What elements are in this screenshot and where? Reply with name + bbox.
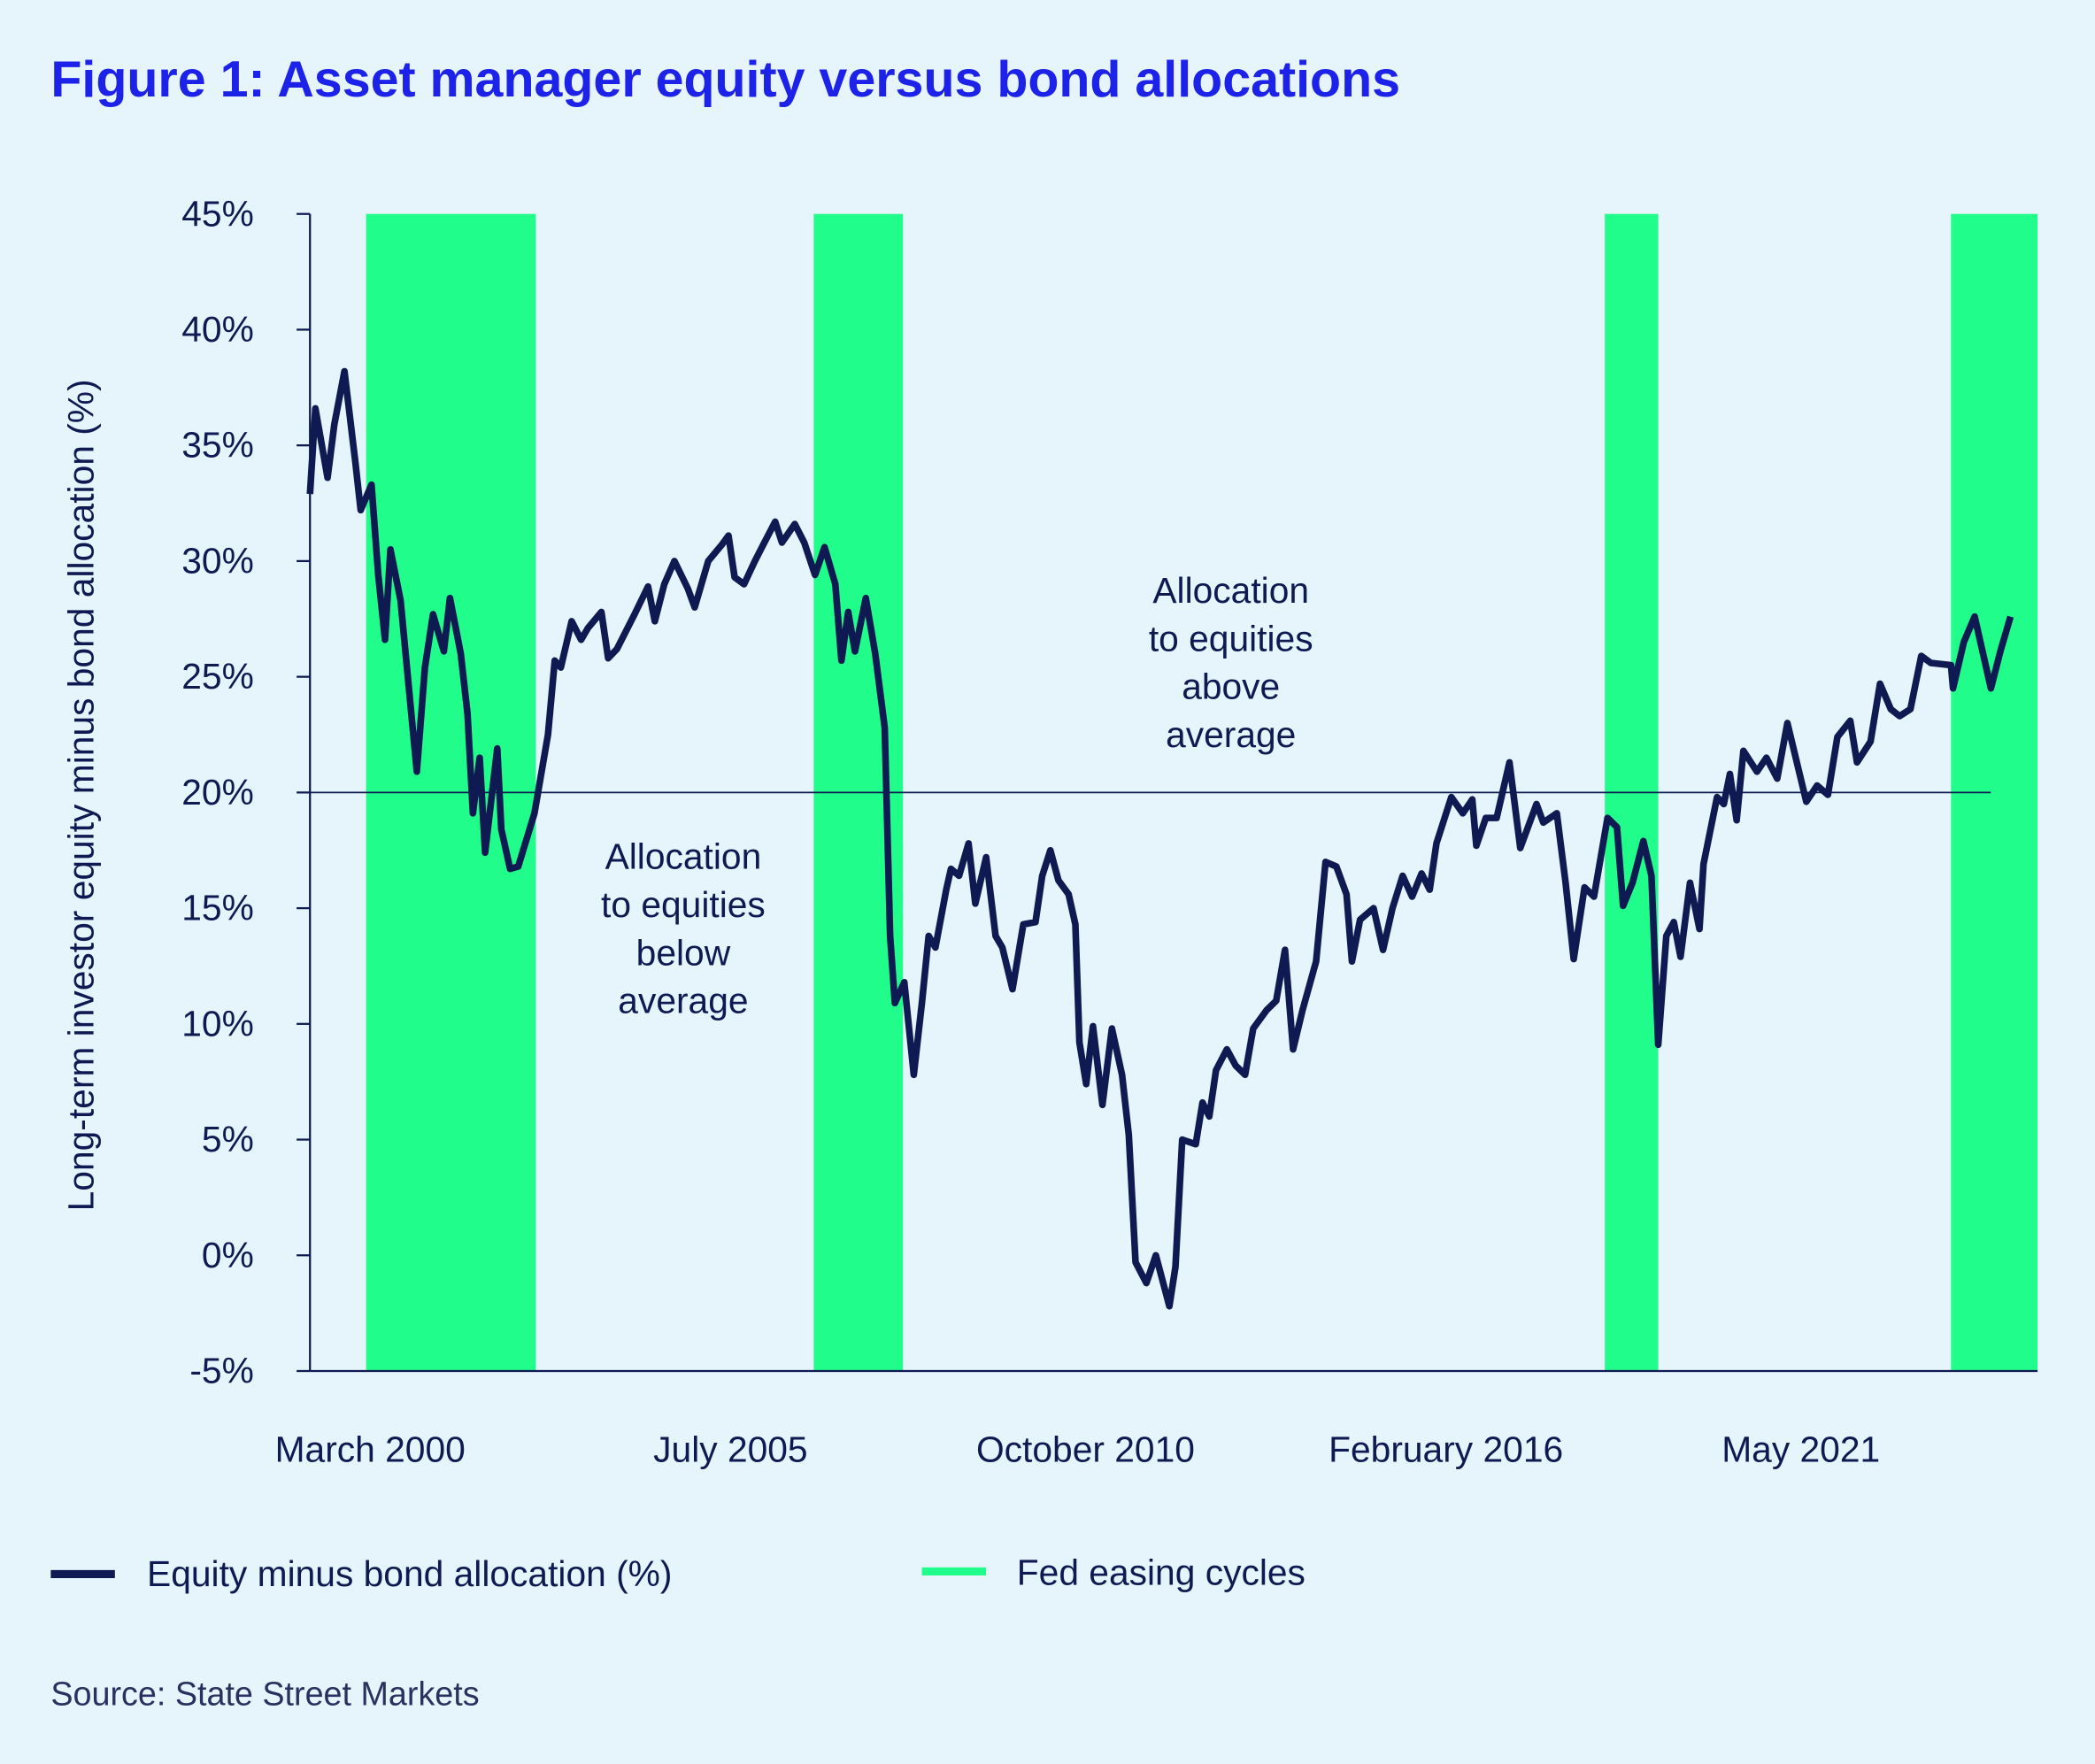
- y-tick-label: 15%: [181, 888, 254, 928]
- annotation: above: [1182, 666, 1280, 707]
- data-line: [306, 367, 2014, 1310]
- annotation: Allocation: [605, 836, 762, 877]
- chart-title: Figure 1: Asset manager equity versus bo…: [50, 51, 1400, 108]
- y-tick-label: 30%: [181, 540, 254, 581]
- y-tick-label: 20%: [181, 772, 254, 813]
- y-tick-label: 0%: [202, 1235, 254, 1275]
- legend-label: Fed easing cycles: [1017, 1552, 1306, 1593]
- annotation: average: [618, 981, 748, 1021]
- source: Source: State Street Markets: [50, 1675, 479, 1712]
- annotation: below: [636, 932, 731, 973]
- y-tick-label: 10%: [181, 1003, 254, 1044]
- legend-label: Equity minus bond allocation (%): [147, 1553, 672, 1594]
- x-tick-label: February 2016: [1329, 1429, 1563, 1470]
- annotation: average: [1166, 714, 1296, 755]
- y-axis-title: Long-term investor equity minus bond all…: [61, 379, 102, 1211]
- x-tick-label: July 2005: [653, 1429, 807, 1470]
- y-tick-label: 35%: [181, 425, 254, 466]
- x-tick-label: March 2000: [275, 1429, 466, 1470]
- annotation: to equities: [1149, 618, 1313, 659]
- x-tick-label: May 2021: [1721, 1429, 1880, 1470]
- x-tick-label: October 2010: [976, 1429, 1195, 1470]
- y-tick-label: 40%: [181, 309, 254, 350]
- annotation: Allocation: [1152, 570, 1309, 611]
- y-tick-label: 5%: [202, 1119, 254, 1159]
- y-tick-label: 45%: [181, 193, 254, 234]
- annotation: to equities: [601, 884, 766, 925]
- y-tick-label: -5%: [189, 1351, 253, 1391]
- y-tick-label: 25%: [181, 656, 254, 697]
